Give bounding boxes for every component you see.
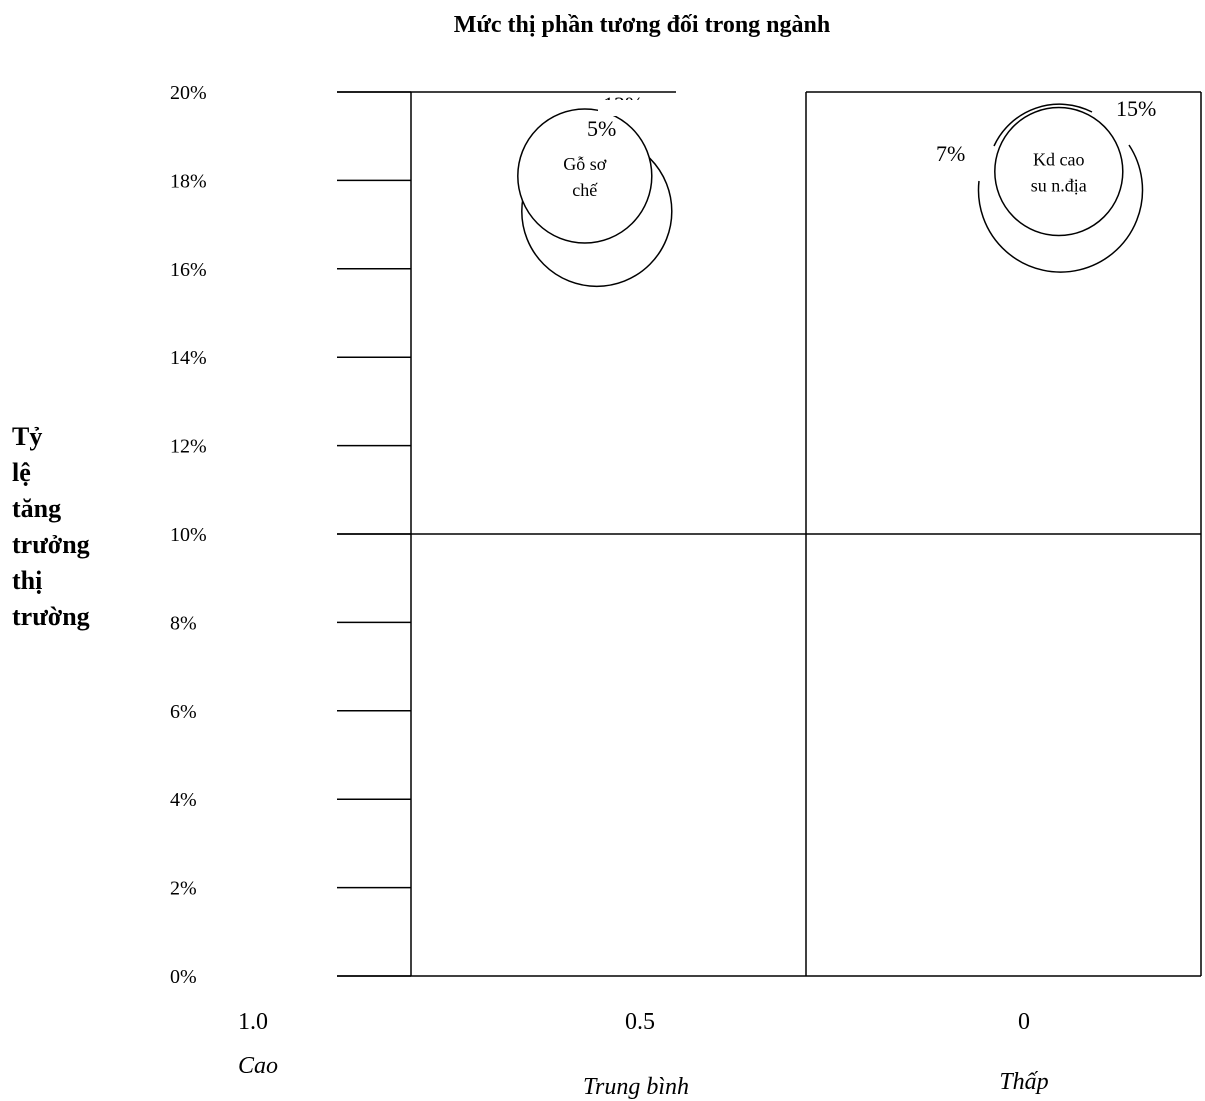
y-axis-label-word: tăng — [12, 494, 61, 523]
y-tick-label: 8% — [170, 612, 197, 634]
bubble-inner-pct: 7% — [936, 141, 965, 166]
x-tick-sublabel: Cao — [238, 1053, 278, 1079]
y-tick-label: 12% — [170, 436, 207, 458]
bubble-outer-pct: 15% — [1116, 96, 1156, 121]
x-tick-sublabel: Thấp — [999, 1069, 1048, 1095]
x-tick-label: 0.5 — [625, 1009, 655, 1035]
plot-area — [337, 91, 1202, 977]
bubble-outer — [977, 144, 1144, 273]
y-axis-label: Tỷ lệ tăng trưởng thị trường — [12, 422, 90, 631]
x-axis-ticks: 1.0 Cao 0.5 Trung bình 0 Thấp — [238, 1009, 1049, 1100]
bubble-outer-arc — [993, 103, 1093, 147]
x-tick-label: 0 — [1018, 1009, 1030, 1035]
x-tick-label: 1.0 — [238, 1009, 268, 1035]
y-axis-ticks: 20% 18% 16% 14% 12% 10% 8% 6% 4% 2% 0% — [170, 82, 411, 988]
bubble-label: Kd cao — [1033, 150, 1084, 170]
bubble-inner-pct: 5% — [587, 116, 616, 141]
x-tick-sublabel: Trung bình — [583, 1074, 689, 1100]
label-mask — [598, 100, 678, 116]
bubble-label: su n.địa — [1031, 176, 1087, 196]
y-tick-label: 20% — [170, 82, 207, 104]
y-axis-label-word: thị — [12, 566, 42, 595]
bubble-label: chế — [572, 180, 598, 200]
y-tick-label: 18% — [170, 170, 207, 192]
bubble-label: Gỗ sơ — [563, 154, 607, 174]
y-tick-label: 0% — [170, 966, 197, 988]
y-tick-label: 16% — [170, 259, 207, 281]
y-tick-label: 10% — [170, 524, 207, 546]
chart-title: Mức thị phần tương đối trong ngành — [454, 12, 830, 38]
y-axis-label-word: trường — [12, 602, 90, 631]
y-tick-label: 2% — [170, 878, 197, 900]
y-axis-label-word: lệ — [12, 458, 31, 487]
y-tick-label: 14% — [170, 347, 207, 369]
y-axis-label-word: trưởng — [12, 530, 90, 559]
y-tick-label: 6% — [170, 701, 197, 723]
y-axis-label-word: Tỷ — [12, 422, 42, 451]
bubble-inner — [994, 106, 1124, 237]
bubble-inner — [517, 108, 653, 244]
y-tick-label: 4% — [170, 789, 197, 811]
